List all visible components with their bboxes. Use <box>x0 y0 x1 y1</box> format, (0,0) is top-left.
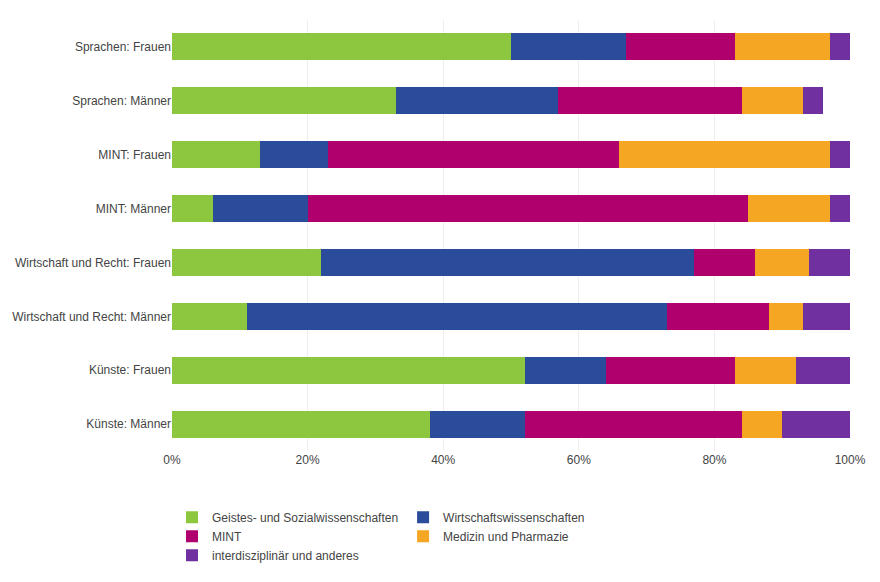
svg-text:Geistes- und Sozialwissenschaf: Geistes- und Sozialwissenschaften <box>212 511 398 525</box>
svg-text:0%: 0% <box>163 453 181 467</box>
svg-text:80%: 80% <box>702 453 726 467</box>
svg-text:100%: 100% <box>835 453 866 467</box>
svg-text:60%: 60% <box>567 453 591 467</box>
svg-text:20%: 20% <box>296 453 320 467</box>
svg-text:interdisziplinär und anderes: interdisziplinär und anderes <box>212 549 359 563</box>
svg-text:MINT: Frauen: MINT: Frauen <box>98 148 171 162</box>
svg-text:Sprachen: Frauen: Sprachen: Frauen <box>75 40 171 54</box>
svg-text:Künste: Männer: Künste: Männer <box>86 417 171 431</box>
svg-text:MINT: MINT <box>212 530 242 544</box>
svg-text:Künste: Frauen: Künste: Frauen <box>89 363 171 377</box>
svg-text:Sprachen: Männer: Sprachen: Männer <box>72 94 171 108</box>
svg-text:Wirtschaft und Recht: Frauen: Wirtschaft und Recht: Frauen <box>15 256 171 270</box>
svg-text:Medizin und Pharmazie: Medizin und Pharmazie <box>443 530 569 544</box>
svg-text:MINT: Männer: MINT: Männer <box>96 202 171 216</box>
svg-text:Wirtschaftswissenschaften: Wirtschaftswissenschaften <box>443 511 584 525</box>
svg-text:Wirtschaft und Recht: Männer: Wirtschaft und Recht: Männer <box>12 310 171 324</box>
svg-text:40%: 40% <box>431 453 455 467</box>
